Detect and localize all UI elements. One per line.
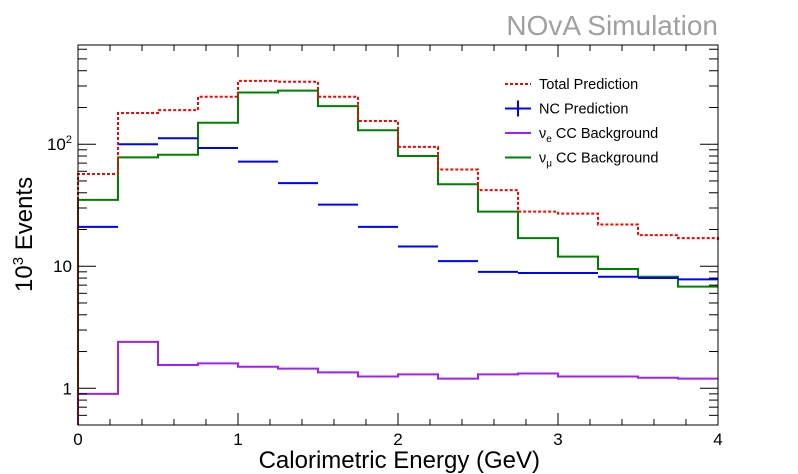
x-tick-label: 3 xyxy=(553,430,562,449)
y-axis-title-base: 10 xyxy=(11,265,38,292)
series-layer xyxy=(77,79,719,425)
y-axis-title-exponent: 3 xyxy=(10,257,27,265)
x-tick-label: 0 xyxy=(73,430,82,449)
series-line-2 xyxy=(77,340,718,425)
legend-item-2: νe CC Background xyxy=(505,126,658,145)
series-2 xyxy=(77,340,718,425)
x-tick-label: 1 xyxy=(233,430,242,449)
legend-item-3: νμ CC Background xyxy=(505,151,658,170)
series-1 xyxy=(78,137,718,281)
y-tick-label: 1 xyxy=(63,379,72,398)
series-line-3 xyxy=(77,89,718,425)
y-tick-label: 102 xyxy=(47,134,72,154)
x-tick-label: 2 xyxy=(393,430,402,449)
legend-label: NC Prediction xyxy=(539,102,628,118)
legend-item-0: Total Prediction xyxy=(505,77,638,93)
y-axis-title-rest: Events xyxy=(11,177,38,257)
x-tick-label: 4 xyxy=(713,430,722,449)
legend: Total Prediction NC Prediction νe CC Backg… xyxy=(505,77,658,170)
y-axis-title: 103 Events xyxy=(10,177,38,292)
legend-item-1: NC Prediction xyxy=(505,100,628,118)
watermark-text: NOvA Simulation xyxy=(506,10,718,41)
y-tick-label: 10 xyxy=(53,257,72,276)
series-line-0 xyxy=(77,79,719,425)
legend-label: νe CC Background xyxy=(539,126,658,145)
ticks-layer: 0 1 2 3 4 1 10 102 xyxy=(47,45,723,449)
series-0 xyxy=(77,79,719,425)
series-3 xyxy=(77,89,718,425)
x-axis-title: Calorimetric Energy (GeV) xyxy=(259,447,540,474)
legend-label: νμ CC Background xyxy=(539,151,658,170)
legend-label: Total Prediction xyxy=(539,77,638,93)
